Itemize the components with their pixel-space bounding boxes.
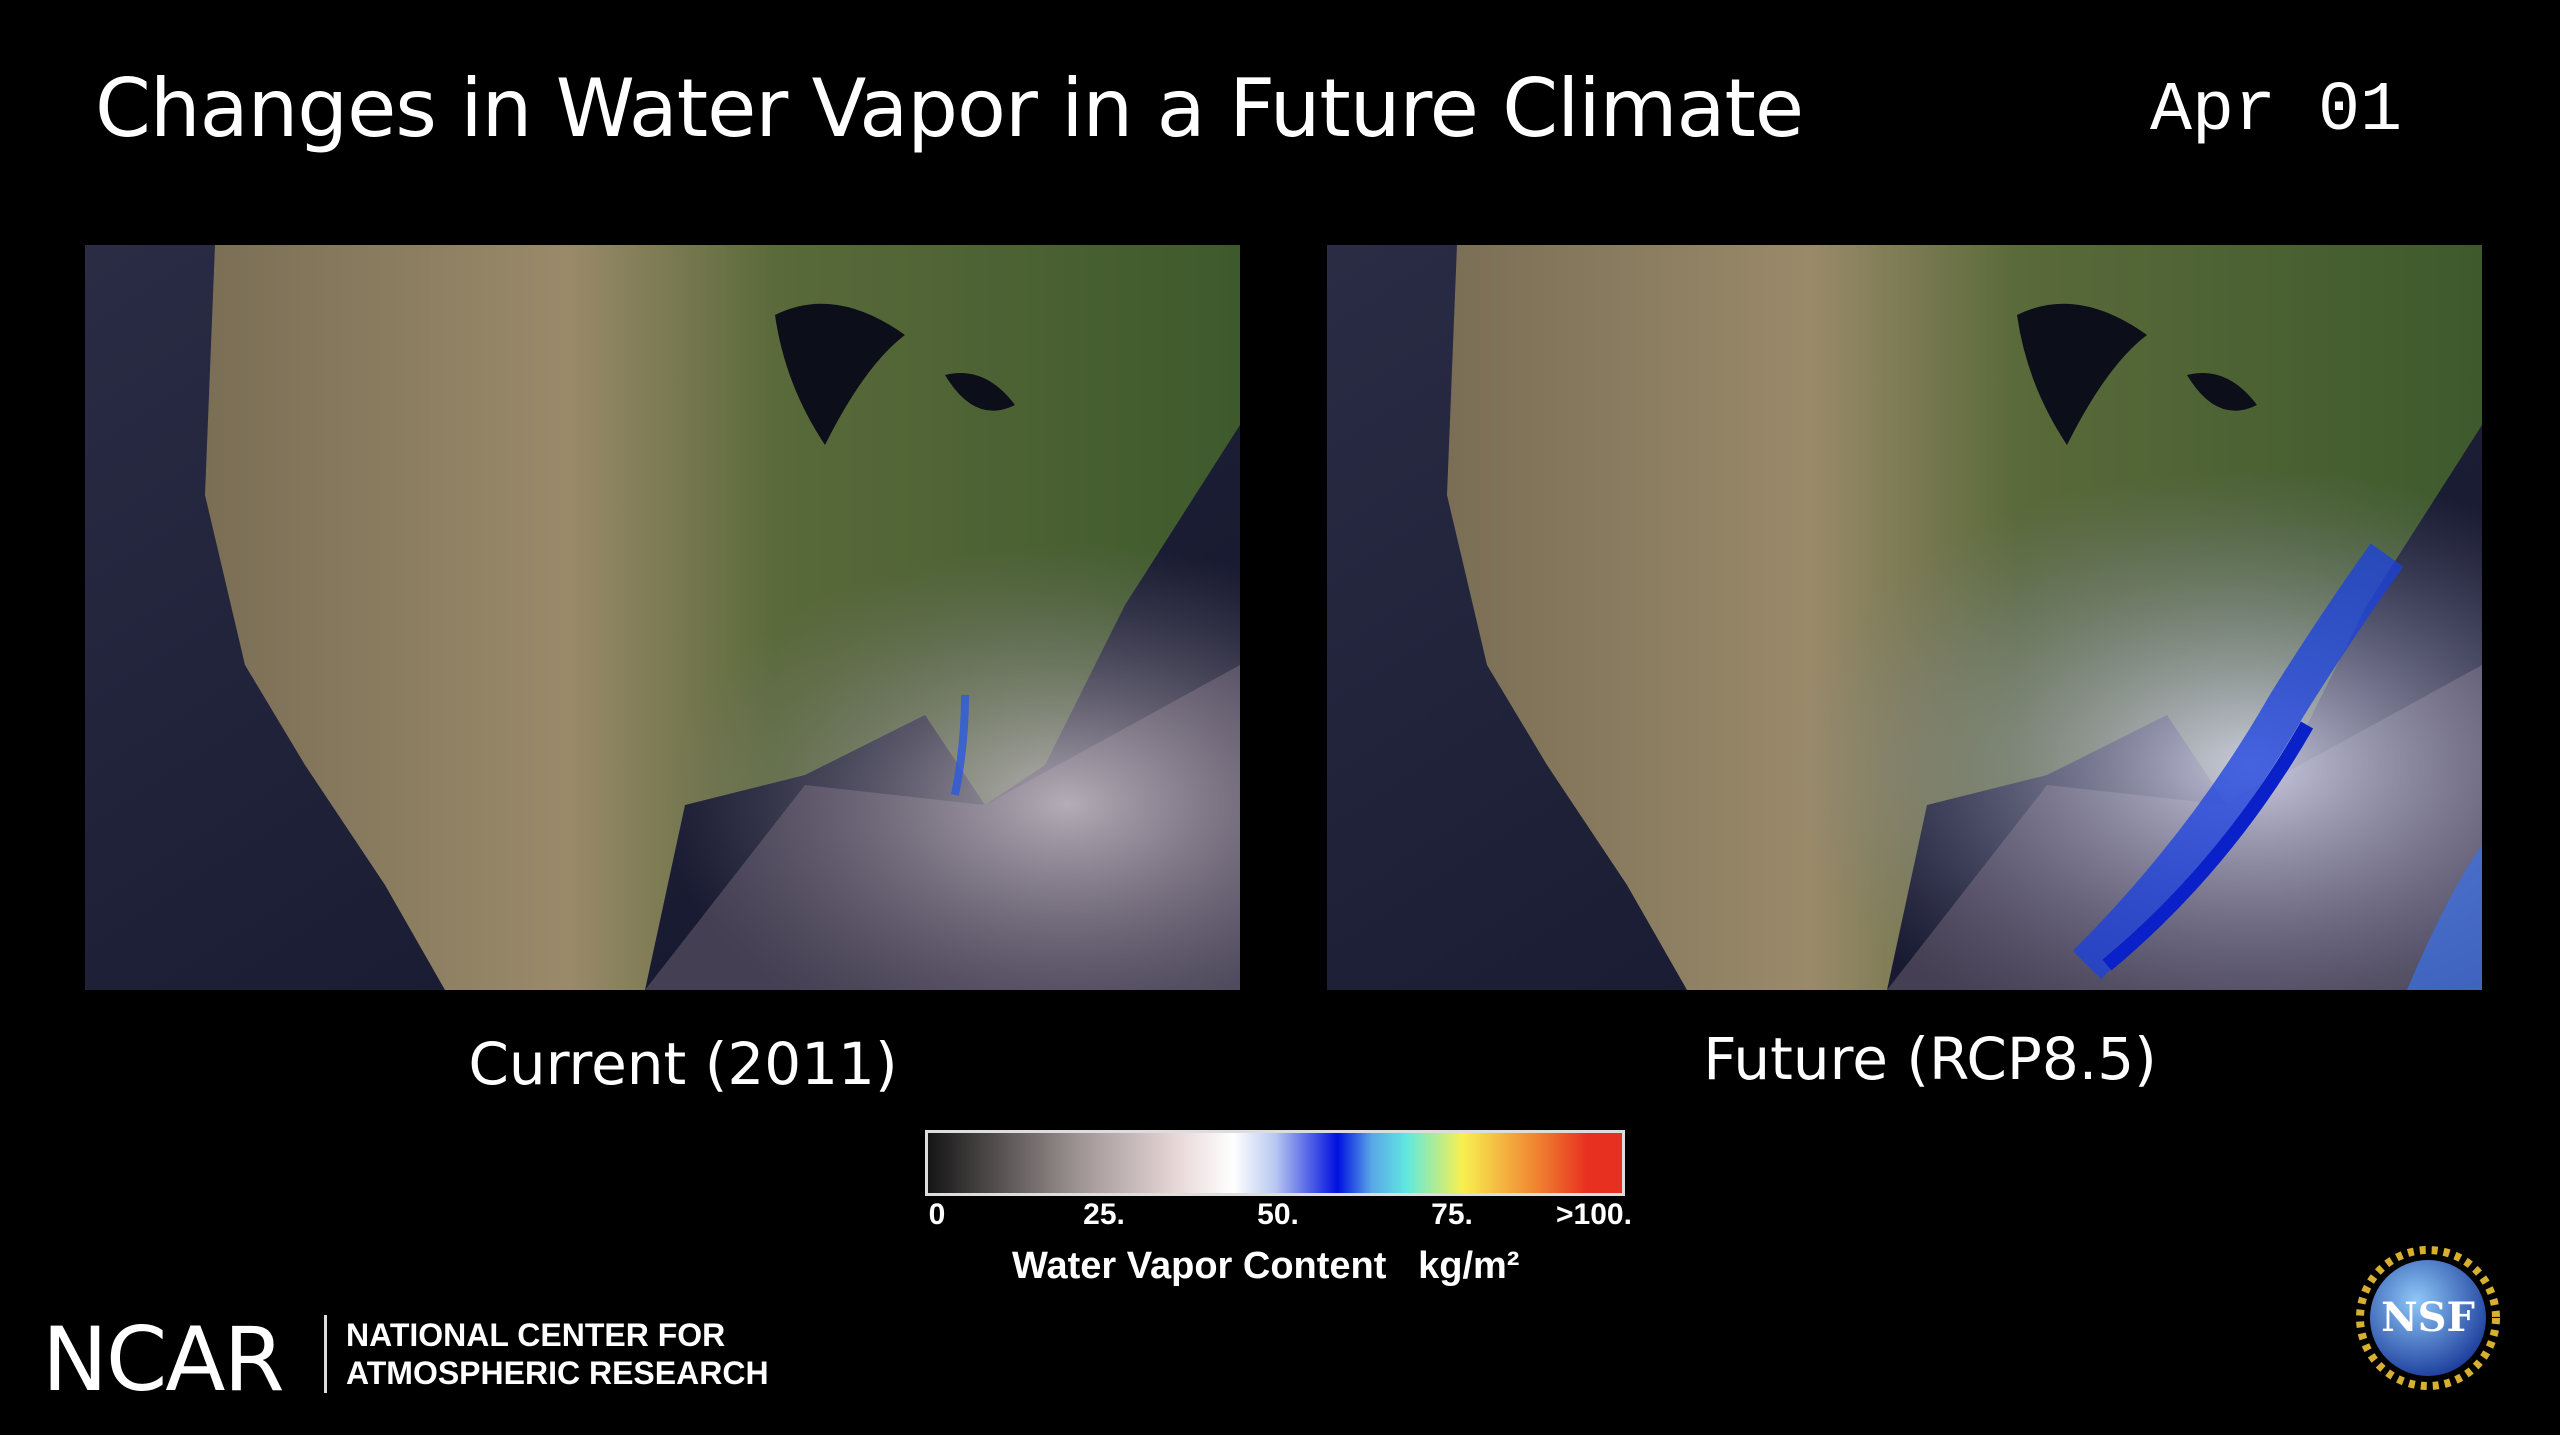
colorbar-tick: >100. <box>1556 1198 1632 1231</box>
page-title: Changes in Water Vapor in a Future Clima… <box>95 62 1804 155</box>
colorbar-tick: 0 <box>928 1198 946 1231</box>
current-panel-label: Current (2011) <box>468 1030 898 1098</box>
ncar-logo: NCAR <box>42 1308 285 1411</box>
colorbar-tick: 75. <box>1431 1198 1473 1231</box>
nsf-logo: NSF <box>2356 1246 2500 1390</box>
colorbar-tick: 25. <box>1083 1198 1125 1231</box>
date-readout: Apr 01 <box>2150 72 2403 151</box>
colorbar-title: Water Vapor Content <box>1012 1245 1387 1287</box>
colorbar-unit: kg/m² <box>1418 1245 1520 1287</box>
current-climate-map <box>85 245 1240 990</box>
future-climate-map <box>1327 245 2482 990</box>
ncar-org-name: NATIONAL CENTER FOR ATMOSPHERIC RESEARCH <box>346 1316 769 1392</box>
colorbar <box>925 1130 1625 1196</box>
org-line-2: ATMOSPHERIC RESEARCH <box>346 1355 769 1391</box>
colorbar-tick: 50. <box>1257 1198 1299 1231</box>
future-panel-label: Future (RCP8.5) <box>1703 1025 2157 1093</box>
nsf-logo-text: NSF <box>2381 1294 2475 1341</box>
org-line-1: NATIONAL CENTER FOR <box>346 1317 726 1353</box>
logo-divider <box>324 1315 327 1393</box>
colorbar-label: Water Vapor Content kg/m² <box>1012 1245 1519 1288</box>
